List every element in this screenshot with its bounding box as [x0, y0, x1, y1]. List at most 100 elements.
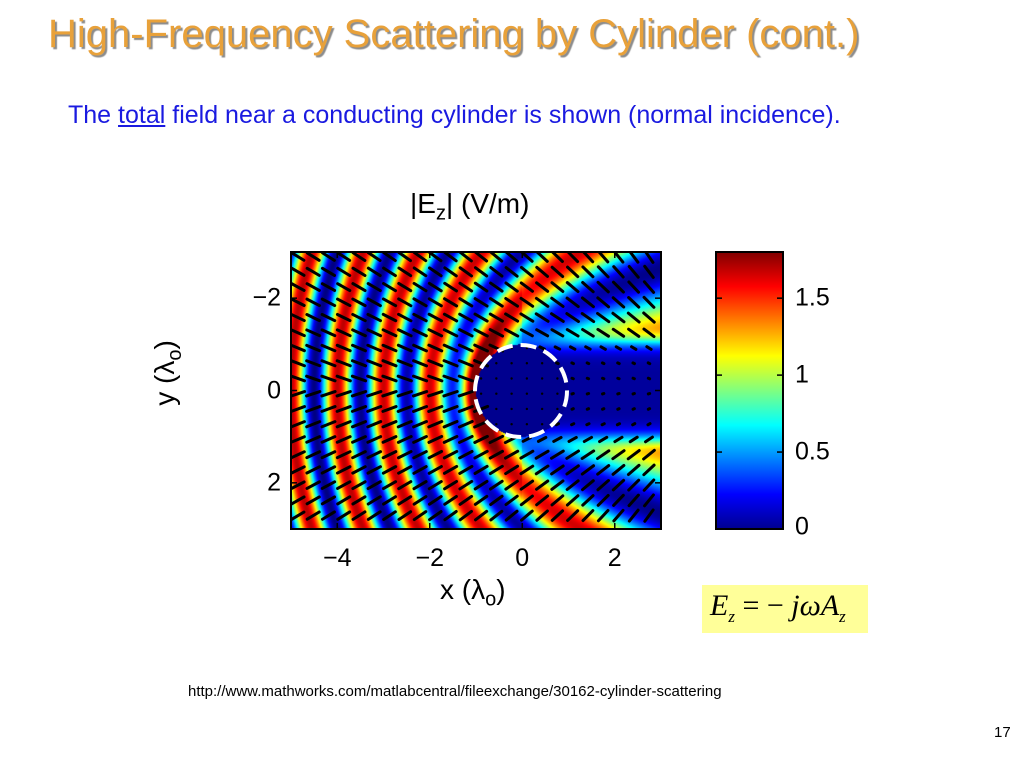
field-arrow	[611, 478, 626, 492]
field-arrow	[643, 264, 655, 279]
field-arrow	[504, 296, 519, 308]
y-tick-marks	[291, 297, 661, 484]
field-arrow	[534, 449, 550, 460]
field-arrow	[504, 266, 519, 278]
field-arrow	[291, 435, 306, 444]
colorbar	[715, 251, 784, 530]
field-arrow	[397, 297, 413, 308]
field-arrow	[320, 282, 337, 292]
field-arrow	[581, 252, 595, 264]
y-tick-label: −2	[252, 283, 281, 312]
field-arrow	[320, 390, 337, 398]
field-arrow	[565, 281, 580, 294]
field-arrow	[540, 423, 544, 426]
field-arrow	[611, 311, 626, 324]
field-arrow	[366, 510, 382, 521]
field-arrow	[612, 508, 625, 523]
subtitle: The total field near a conducting cylind…	[68, 101, 968, 130]
field-arrow	[534, 312, 550, 323]
field-arrow	[396, 420, 413, 429]
field-arrow	[428, 510, 443, 522]
field-arrow	[613, 435, 624, 444]
field-arrow	[412, 297, 428, 308]
field-arrow	[442, 434, 459, 444]
field-arrow	[458, 312, 474, 323]
field-arrow	[510, 407, 513, 411]
field-arrow	[510, 392, 513, 395]
field-arrow	[565, 479, 580, 491]
field-arrow	[381, 343, 398, 353]
x-tick-label: 2	[607, 544, 622, 572]
field-arrow	[519, 479, 535, 491]
plot-title-main: |E	[410, 188, 436, 219]
field-arrow	[519, 281, 534, 293]
field-arrow	[582, 435, 594, 444]
field-arrow	[570, 361, 575, 366]
field-arrow	[396, 405, 413, 413]
field-arrow	[443, 252, 458, 263]
field-arrow	[305, 252, 321, 262]
field-arrow	[320, 435, 337, 444]
field-arrow	[642, 448, 656, 461]
field-arrow	[320, 374, 337, 383]
field-arrow	[566, 509, 580, 522]
field-arrow	[488, 312, 504, 323]
field-arrow	[458, 494, 474, 506]
field-arrow	[504, 509, 519, 522]
field-arrow	[336, 252, 352, 262]
slide-title: High-Frequency Scattering by Cylinder (c…	[48, 12, 860, 56]
field-arrow	[631, 407, 636, 411]
field-arrow	[335, 374, 352, 383]
field-arrow	[351, 282, 367, 293]
y-axis-label-suffix: )	[149, 340, 181, 350]
field-arrow	[382, 510, 397, 521]
field-arrow	[552, 435, 563, 443]
field-arrow	[550, 449, 565, 460]
field-arrow	[596, 464, 611, 476]
field-arrow	[291, 282, 306, 292]
field-arrow	[335, 450, 352, 460]
field-arrow	[412, 465, 428, 475]
subtitle-suffix: field near a conducting cylinder is show…	[165, 101, 841, 129]
field-arrow	[520, 252, 534, 263]
field-arrow	[525, 362, 529, 365]
field-arrow	[291, 374, 307, 383]
field-arrow	[397, 281, 413, 293]
field-arrow	[291, 343, 306, 353]
field-arrow	[457, 419, 474, 429]
field-arrow	[630, 345, 638, 351]
subtitle-underlined: total	[118, 101, 166, 129]
field-arrow	[320, 297, 337, 308]
field-arrow	[580, 464, 596, 476]
field-arrow	[568, 345, 577, 351]
field-arrow	[442, 343, 459, 353]
subtitle-prefix: The	[68, 101, 119, 129]
field-arrow	[565, 464, 580, 476]
field-arrow	[504, 312, 520, 323]
field-arrow	[412, 266, 428, 278]
field-arrow	[488, 464, 504, 476]
x-axis-label-sub: o	[485, 588, 497, 611]
field-arrow	[504, 494, 519, 507]
field-arrow	[646, 407, 652, 411]
field-arrow	[366, 480, 382, 491]
colorbar-tick-label: 1	[795, 360, 809, 389]
field-arrow	[291, 252, 306, 262]
field-arrow	[489, 252, 504, 263]
field-arrow	[291, 297, 306, 307]
field-arrow	[599, 345, 607, 351]
field-arrow	[412, 450, 428, 460]
field-arrow	[566, 252, 580, 264]
formula-lhs-sub: z	[728, 607, 735, 626]
field-arrow	[291, 328, 306, 338]
field-arrow	[427, 328, 444, 338]
y-tick-label: 2	[267, 468, 281, 497]
field-arrow	[458, 252, 473, 263]
field-arrow	[627, 280, 641, 294]
field-arrow	[550, 312, 565, 323]
field-arrow	[556, 377, 559, 380]
field-arrow	[442, 390, 459, 398]
x-tick-marks	[336, 252, 616, 529]
field-arrow	[442, 328, 459, 338]
field-arrow	[581, 265, 595, 279]
